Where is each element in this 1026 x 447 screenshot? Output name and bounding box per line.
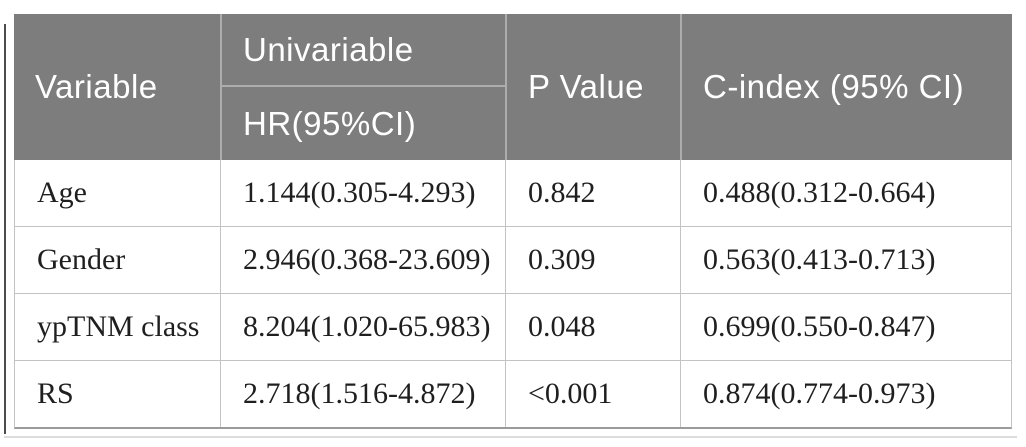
header-p-value: P Value xyxy=(505,14,680,160)
cell-p-value: 0.842 xyxy=(505,160,680,226)
header-hr-95ci: HR(95%CI) xyxy=(220,87,505,160)
cell-hr: 1.144(0.305-4.293) xyxy=(220,160,505,226)
univariable-analysis-table: Variable Univariable HR(95%CI) P Value C… xyxy=(14,14,1012,429)
cell-variable: RS xyxy=(37,377,74,410)
cell-hr: 2.946(0.368-23.609) xyxy=(220,227,505,293)
cell-p-value: <0.001 xyxy=(505,361,680,427)
header-c-index: C-index (95% CI) xyxy=(680,14,1012,160)
header-univariable: Univariable xyxy=(220,14,505,87)
table-header: Variable Univariable HR(95%CI) P Value C… xyxy=(14,14,1012,160)
cell-variable: ypTNM class xyxy=(37,310,200,343)
cell-hr: 2.718(1.516-4.872) xyxy=(220,361,505,427)
figure-left-edge-line xyxy=(4,24,6,434)
cell-c-index: 0.563(0.413-0.713) xyxy=(680,227,1011,293)
cell-p-value: 0.048 xyxy=(505,294,680,360)
table-row-age: Age 1.144(0.305-4.293) 0.842 0.488(0.312… xyxy=(15,160,1011,227)
cell-c-index: 0.488(0.312-0.664) xyxy=(680,160,1011,226)
cell-p-value: 0.309 xyxy=(505,227,680,293)
cell-c-index: 0.874(0.774-0.973) xyxy=(680,361,1011,427)
table-row-gender: Gender 2.946(0.368-23.609) 0.309 0.563(0… xyxy=(15,227,1011,294)
table-row-yptnm-class: ypTNM class 8.204(1.020-65.983) 0.048 0.… xyxy=(15,294,1011,361)
cell-hr: 8.204(1.020-65.983) xyxy=(220,294,505,360)
cell-variable: Age xyxy=(37,176,87,209)
table-row-rs: RS 2.718(1.516-4.872) <0.001 0.874(0.774… xyxy=(15,361,1011,427)
header-variable: Variable xyxy=(35,68,158,105)
cell-c-index: 0.699(0.550-0.847) xyxy=(680,294,1011,360)
table-body: Age 1.144(0.305-4.293) 0.842 0.488(0.312… xyxy=(14,160,1012,429)
figure-bottom-shadow-line xyxy=(4,436,1017,438)
cell-variable: Gender xyxy=(37,243,126,276)
